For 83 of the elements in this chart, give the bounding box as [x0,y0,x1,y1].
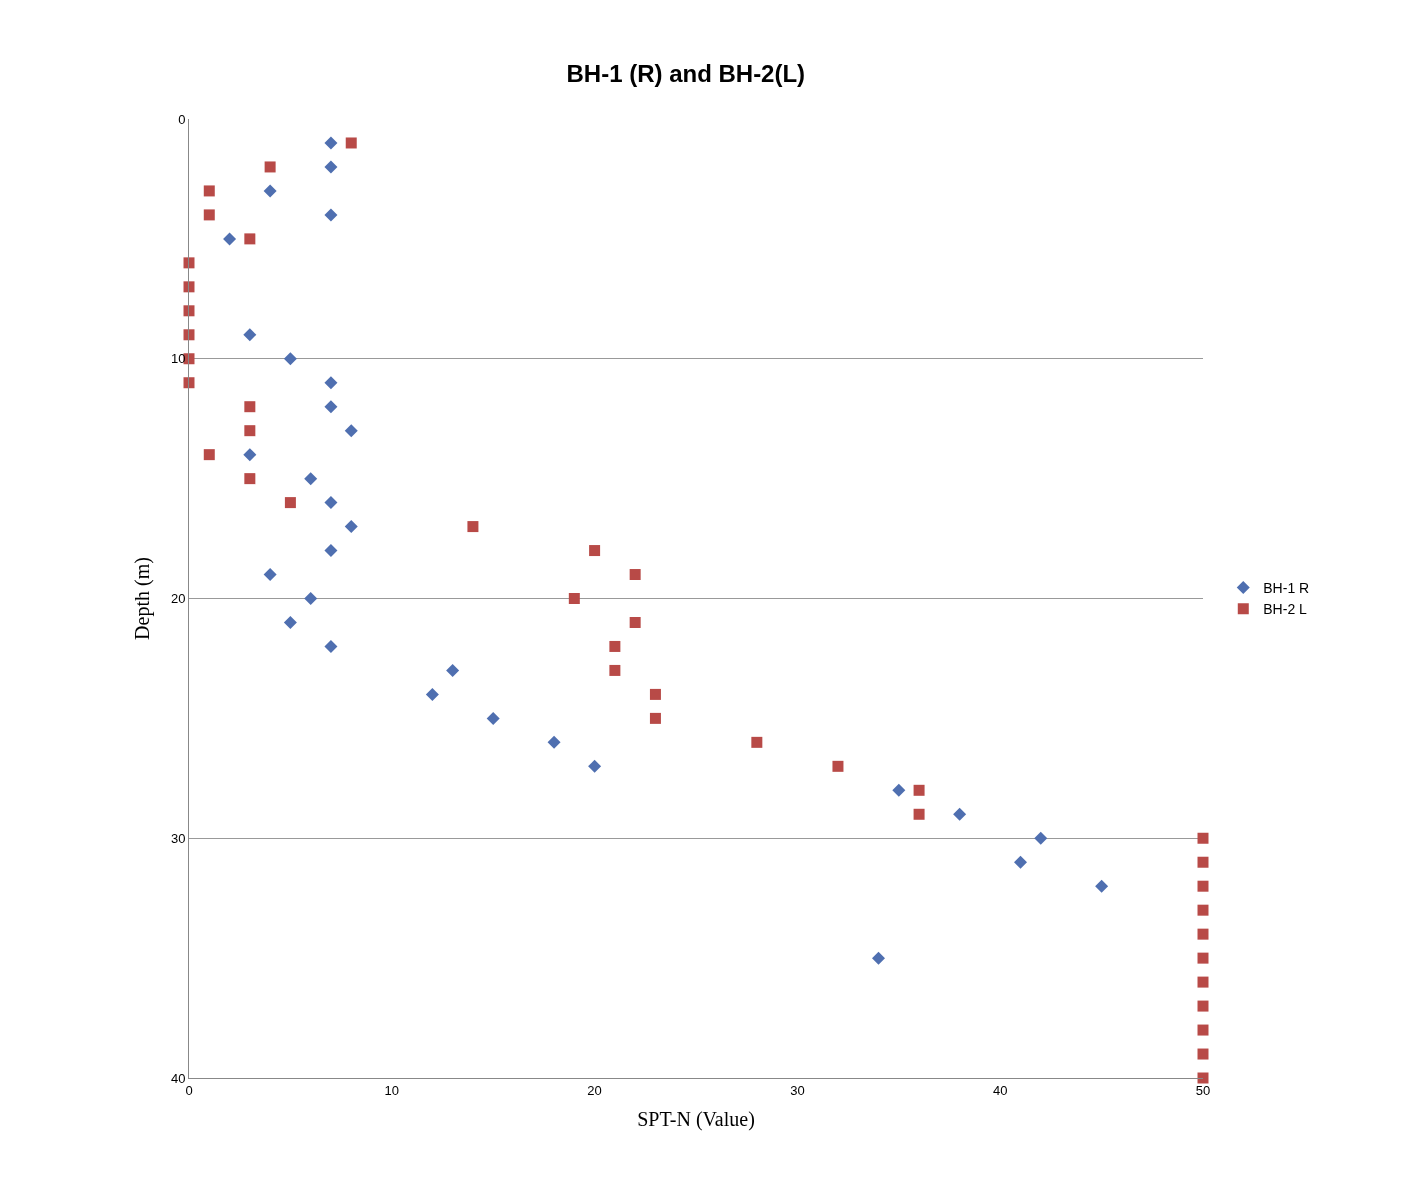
point [183,377,195,389]
point [324,400,338,414]
x-tick-label: 50 [1195,1082,1211,1098]
x-tick-label: 30 [790,1082,805,1098]
point [284,497,296,509]
point [629,616,641,628]
point [1197,1024,1209,1036]
point [913,784,925,796]
point [243,448,257,462]
point [324,496,338,510]
point [568,593,580,604]
point [913,808,925,820]
point [1197,832,1209,844]
point [344,520,358,534]
point [1197,928,1209,940]
legend-label: BH-1 R [1263,580,1310,597]
point [1034,831,1048,845]
point [953,807,967,821]
point [183,281,195,293]
point [832,760,844,772]
point [649,712,661,724]
point [649,688,661,700]
point [344,424,358,438]
point [486,711,500,725]
point [1197,952,1209,964]
point [1197,904,1209,916]
y-axis-title: Depth (m) [131,557,155,640]
point [446,663,460,677]
point [283,352,297,366]
point [183,257,195,269]
point [244,401,256,413]
point [324,376,338,390]
x-axis-title: SPT-N (Value) [637,1108,755,1132]
point [1197,1048,1209,1060]
point [183,305,195,317]
point [203,449,215,461]
point [243,328,257,342]
point [203,209,215,221]
point [425,687,439,701]
point [609,664,621,676]
point [183,329,195,341]
point [588,759,602,773]
point [263,184,277,198]
point [263,568,277,582]
point [1013,855,1027,869]
point [264,161,276,173]
point [547,735,561,749]
point [467,521,479,533]
x-tick-label: 10 [384,1082,400,1098]
point [244,473,256,485]
x-tick-label: 40 [992,1082,1008,1098]
point [283,615,297,629]
y-tick-label: 20 [170,591,186,607]
point [589,545,601,557]
chart-title: BH-1 (R) and BH-2(L) [566,59,806,87]
point [872,951,886,965]
legend-label: BH-2 L [1263,601,1308,618]
point [324,544,338,558]
point [1197,1072,1209,1084]
point [324,208,338,222]
point [345,137,357,149]
point [1197,976,1209,988]
point [1197,856,1209,868]
y-tick-label: 40 [170,1070,186,1086]
point [1095,879,1109,893]
point [244,233,256,245]
point [304,592,318,605]
point [751,736,763,748]
point [304,472,318,486]
point [609,640,621,652]
point [324,136,338,150]
point [223,232,237,246]
y-tick-label: 30 [170,830,186,846]
point [324,160,338,174]
point [1197,880,1209,892]
y-tick-label: 0 [178,111,186,127]
point [244,425,256,437]
point [324,639,338,653]
x-tick-label: 20 [587,1082,602,1098]
point [1197,1000,1209,1012]
point [892,783,906,797]
point [203,185,215,197]
point [629,569,641,581]
